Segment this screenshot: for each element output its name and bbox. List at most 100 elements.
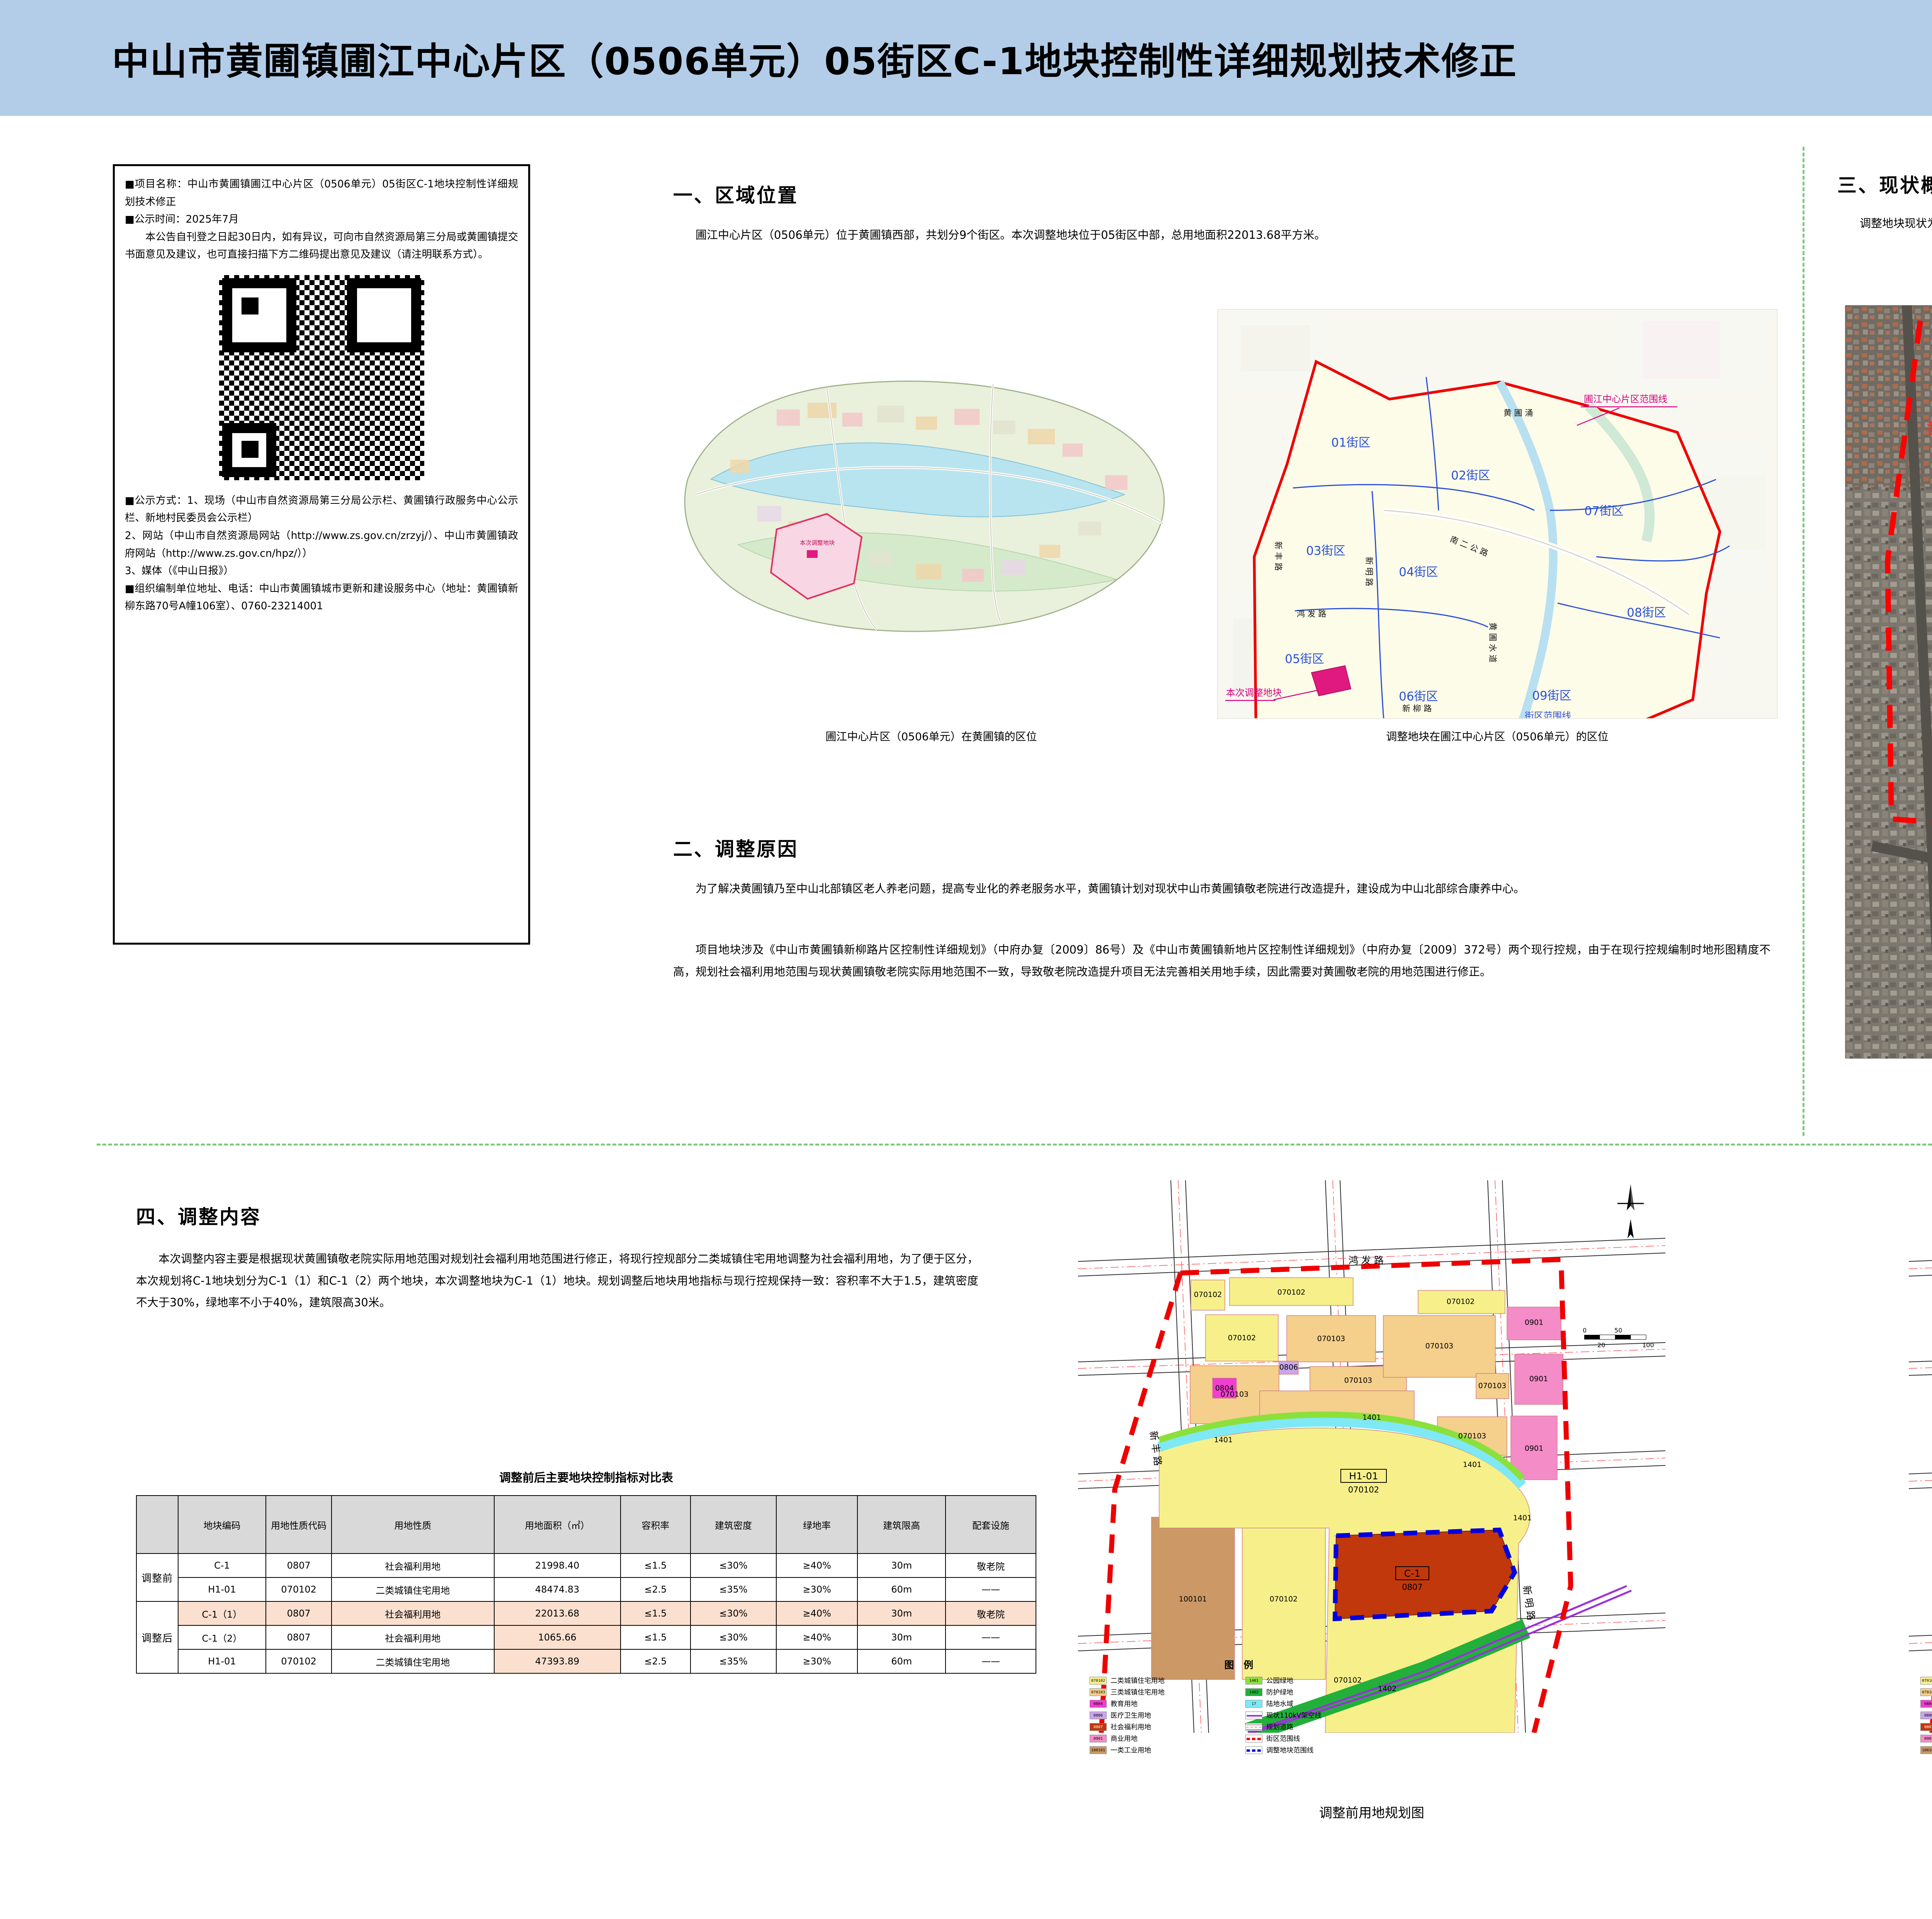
legend-item: 070102 二类城镇住宅用地 — [1090, 1675, 1235, 1686]
section-2-heading: 二、调整原因 — [673, 838, 798, 860]
objection-notice-text: 本公告自刊登之日起30日内，如有异议，可向市自然资源局第三分局或黄圃镇提交书面意… — [125, 231, 518, 261]
svg-text:0806: 0806 — [1279, 1363, 1298, 1372]
cell-use-type: 社会福利用地 — [331, 1625, 495, 1650]
legend-swatch-0807: 0807 — [1090, 1723, 1107, 1731]
svg-text:1401: 1401 — [1513, 1514, 1532, 1522]
table-row: C-1（2） 0807 社会福利用地 1065.66 ≤1.5 ≤30% ≥40… — [136, 1625, 1036, 1650]
publish-time-line: ■公示时间：2025年7月 — [125, 213, 239, 226]
legend-label: 一类工业用地 — [1111, 1747, 1151, 1754]
svg-text:1402: 1402 — [1378, 1684, 1396, 1693]
qr-code-icon[interactable] — [214, 270, 429, 485]
th-height: 建筑限高 — [857, 1495, 946, 1554]
legend-label: 三类城镇住宅用地 — [1111, 1689, 1165, 1696]
legend-swatch-070102: 070102 — [1920, 1676, 1932, 1684]
landuse-plan-map-after[interactable]: 070102 070102 070102 070102 070103 07010… — [1909, 1180, 1932, 1733]
publicity-method-3: 3、媒体（《中山日报》） — [125, 565, 234, 577]
district-location-map[interactable]: 01街区 02街区 03街区 04街区 05街区 06街区 07街区 08街区 … — [1217, 309, 1777, 719]
section-1-paragraph: 圃江中心片区（0506单元）位于黄圃镇西部，共划分9个街区。本次调整地块位于05… — [696, 228, 1326, 241]
cell-facility: 敬老院 — [945, 1553, 1036, 1578]
legend-item: 规划道路 — [1245, 1722, 1391, 1732]
legend-label: 街区范围线 — [1266, 1735, 1300, 1743]
legend-label: 调整地块范围线 — [1266, 1747, 1314, 1754]
north-arrow-icon — [1617, 1184, 1644, 1238]
svg-text:C-1: C-1 — [1404, 1568, 1420, 1579]
legend-label: 社会福利用地 — [1111, 1724, 1151, 1731]
svg-text:05街区: 05街区 — [1285, 652, 1324, 666]
svg-text:鸿 发 路: 鸿 发 路 — [1349, 1255, 1384, 1266]
legend-swatch-plannedroad — [1245, 1723, 1262, 1731]
cell-green: ≥40% — [776, 1553, 858, 1578]
satellite-image-map[interactable]: 05街区范围线 本次调整地块 黄圃敬老院 新地卫生服务站 荔园新天地 新 丰 路… — [1845, 305, 1932, 1059]
cell-parcel-code: H1-01 — [177, 1649, 267, 1674]
plan-after-caption: 调整后用地规划图 — [1909, 1802, 1932, 1821]
legend-before: 图 例 070102 二类城镇住宅用地 070103 三类城镇住宅用地 0804 教育… — [1090, 1657, 1391, 1756]
plan-before-svg: 070102 070102 070102 070102 070103 07010… — [1078, 1180, 1665, 1733]
legend-column-left: 070102 二类城镇住宅用地 070103 三类城镇住宅用地 0804 教育用地 0… — [1090, 1675, 1235, 1756]
cell-area: 22013.68 — [493, 1601, 621, 1626]
svg-text:070103: 070103 — [1221, 1390, 1249, 1399]
cell-use-type: 二类城镇住宅用地 — [331, 1649, 495, 1674]
table-body: 调整前 C-1 0807 社会福利用地 21998.40 ≤1.5 ≤30% ≥… — [136, 1553, 1036, 1674]
svg-text:0: 0 — [1583, 1327, 1587, 1334]
landuse-plan-map-before[interactable]: 070102 070102 070102 070102 070103 07010… — [1078, 1180, 1665, 1733]
legend-swatch-0901: 0901 — [1920, 1734, 1932, 1742]
cell-density: ≤35% — [690, 1577, 777, 1602]
town-location-map[interactable]: 本次调整地块 — [661, 313, 1202, 719]
legend-swatch-070103: 070103 — [1920, 1688, 1932, 1696]
legend-swatch-1401: 1401 — [1245, 1676, 1262, 1684]
cell-parcel-code: C-1（1） — [177, 1601, 267, 1626]
svg-text:070102: 070102 — [1270, 1595, 1298, 1603]
cell-use-code: 070102 — [265, 1649, 332, 1674]
th-group — [136, 1495, 179, 1554]
svg-text:100101: 100101 — [1179, 1595, 1207, 1603]
legend-label: 规划道路 — [1266, 1724, 1293, 1731]
cell-height: 30m — [857, 1601, 946, 1626]
table-head: 地块编码 用地性质代码 用地性质 用地面积（㎡） 容积率 建筑密度 绿地率 建筑… — [136, 1495, 1036, 1554]
svg-text:07街区: 07街区 — [1584, 504, 1623, 518]
legend-swatch-0807: 0807 — [1920, 1723, 1932, 1731]
cell-height: 60m — [857, 1649, 946, 1674]
legend-label: 二类城镇住宅用地 — [1111, 1677, 1165, 1685]
publicity-method-1: ■公示方式：1、现场（中山市自然资源局第三分局公示栏、黄圃镇行政服务中心公示栏、… — [125, 494, 518, 524]
svg-text:070102: 070102 — [1277, 1288, 1306, 1297]
svg-text:070102: 070102 — [1194, 1290, 1222, 1299]
section-2-paragraph-2: 项目地块涉及《中山市黄圃镇新柳路片区控制性详细规划》（中府办复〔2009〕86号… — [673, 943, 1770, 978]
cell-facility: 敬老院 — [945, 1601, 1036, 1626]
cell-density: ≤30% — [690, 1553, 777, 1578]
svg-text:新 明 路: 新 明 路 — [1364, 557, 1374, 586]
section-3-paragraph: 调整地块现状为黄圃镇敬老院，地块西侧为现状道路，东侧为新地卫生服务站，南侧为荔园… — [1860, 217, 1932, 230]
cell-green: ≥30% — [776, 1577, 858, 1602]
cell-area: 47393.89 — [493, 1649, 621, 1674]
cell-use-code: 070102 — [265, 1577, 332, 1602]
svg-text:黄 圃 涌: 黄 圃 涌 — [1503, 408, 1533, 418]
district-location-map-svg: 01街区 02街区 03街区 04街区 05街区 06街区 07街区 08街区 … — [1218, 309, 1777, 718]
cell-parcel-code: C-1 — [177, 1553, 267, 1578]
cell-height: 30m — [857, 1625, 946, 1650]
section-4-heading: 四、调整内容 — [136, 1206, 261, 1228]
publicity-method-2: 2、网站（中山市自然资源局网站（http://www.zs.gov.cn/zrz… — [125, 530, 518, 559]
svg-text:圃江中心片区范围线: 圃江中心片区范围线 — [1584, 394, 1667, 405]
cell-use-type: 二类城镇住宅用地 — [331, 1577, 495, 1602]
legend-label: 教育用地 — [1111, 1700, 1138, 1708]
cell-density: ≤30% — [690, 1601, 777, 1626]
legend-swatch-0804: 0804 — [1920, 1700, 1932, 1708]
legend-column-right: 1401 公园绿地 1402 防护绿地 17 陆地水域 现状110kV架空线 规划道路… — [1245, 1675, 1391, 1756]
legend-item: 0807 社会福利用地 — [1090, 1722, 1235, 1732]
svg-text:070103: 070103 — [1425, 1342, 1454, 1350]
svg-text:02街区: 02街区 — [1451, 469, 1490, 483]
cell-density: ≤35% — [690, 1649, 777, 1674]
svg-text:070103: 070103 — [1478, 1382, 1507, 1390]
table-row: 调整后 C-1（1） 0807 社会福利用地 22013.68 ≤1.5 ≤30… — [136, 1601, 1036, 1674]
legend-swatch-17: 17 — [1245, 1700, 1262, 1708]
legend-swatch-0806: 0806 — [1920, 1711, 1932, 1719]
svg-text:本次调整地块: 本次调整地块 — [800, 539, 835, 546]
svg-text:06街区: 06街区 — [1399, 690, 1438, 704]
svg-text:01街区: 01街区 — [1331, 436, 1370, 450]
legend-swatch-070103: 070103 — [1090, 1688, 1107, 1696]
